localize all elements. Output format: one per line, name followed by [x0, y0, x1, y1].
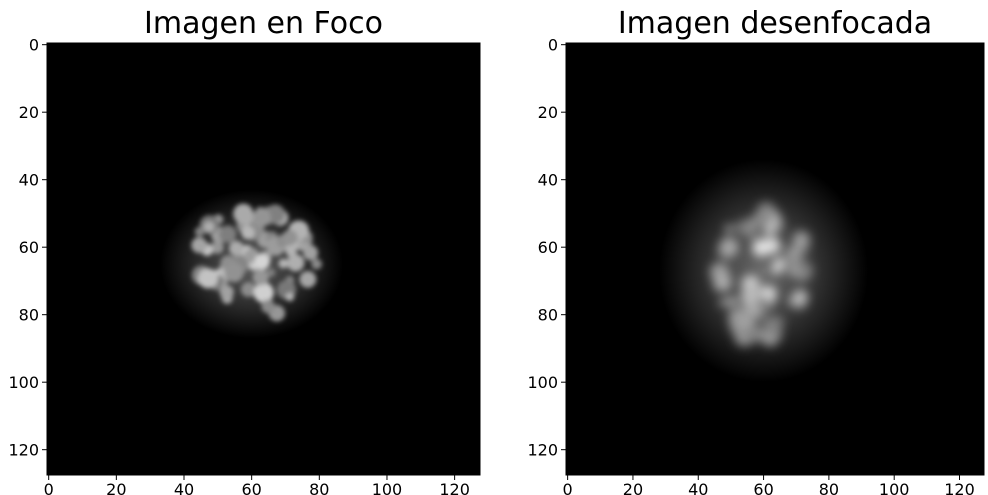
speckle — [282, 230, 298, 246]
y-tick-label: 60 — [19, 238, 39, 257]
y-tick-label: 20 — [19, 103, 39, 122]
speckle — [191, 237, 207, 253]
speckle — [744, 324, 763, 343]
x-tick-label: 0 — [563, 480, 573, 495]
x-tick-label: 0 — [44, 480, 54, 495]
speckle — [792, 289, 808, 305]
chart-title: Imagen en Foco — [144, 6, 383, 41]
speckle — [204, 222, 215, 233]
speckle — [241, 226, 254, 239]
y-tick-label: 20 — [538, 103, 558, 122]
speckle — [752, 239, 770, 257]
speckle — [195, 227, 205, 237]
speckle — [772, 316, 784, 328]
speckle — [773, 257, 786, 270]
speckle — [286, 293, 295, 302]
x-tick-label: 60 — [753, 480, 773, 495]
speckle — [224, 263, 243, 282]
x-tick-label: 80 — [819, 480, 839, 495]
chart-title: Imagen desenfocada — [618, 6, 932, 41]
speckle — [720, 298, 729, 307]
y-tick-label: 120 — [527, 441, 558, 460]
speckle — [253, 208, 272, 227]
speckle — [756, 296, 771, 311]
y-tick-label: 100 — [527, 373, 558, 392]
speckle — [738, 224, 751, 237]
x-tick-label: 40 — [174, 480, 194, 495]
speckle — [772, 211, 780, 219]
speckle — [254, 254, 269, 269]
speckle — [728, 296, 739, 307]
speckle — [198, 268, 218, 288]
y-tick-label: 120 — [8, 441, 39, 460]
speckle — [261, 300, 275, 314]
x-tick-label: 20 — [106, 480, 126, 495]
speckle — [299, 271, 316, 288]
y-tick-label: 40 — [538, 171, 558, 190]
speckle — [311, 259, 322, 270]
speckle — [763, 224, 775, 236]
speckle — [287, 254, 305, 272]
speckle — [787, 264, 800, 277]
speckle — [303, 245, 318, 260]
y-tick-label: 0 — [29, 36, 39, 55]
speckle — [233, 204, 253, 224]
x-tick-label: 100 — [879, 480, 910, 495]
y-tick-label: 80 — [538, 306, 558, 325]
speckle — [785, 246, 801, 262]
y-tick-label: 80 — [19, 306, 39, 325]
image — [566, 43, 984, 475]
speckle — [219, 225, 237, 243]
speckle — [718, 247, 727, 256]
glow — [659, 159, 868, 382]
speckle — [254, 283, 274, 303]
speckle — [752, 214, 763, 225]
x-tick-label: 40 — [688, 480, 708, 495]
x-tick-label: 20 — [623, 480, 643, 495]
x-tick-label: 100 — [372, 480, 403, 495]
speckle — [229, 241, 244, 256]
y-tick-label: 60 — [538, 238, 558, 257]
speckle — [725, 225, 733, 233]
speckle — [220, 285, 234, 299]
speckle — [741, 303, 753, 315]
y-tick-label: 40 — [19, 171, 39, 190]
speckle — [253, 269, 269, 285]
x-tick-label: 80 — [309, 480, 329, 495]
y-tick-label: 100 — [8, 373, 39, 392]
x-tick-label: 60 — [241, 480, 261, 495]
speckle — [715, 274, 732, 291]
speckle — [742, 283, 753, 294]
speckle — [800, 247, 808, 255]
image — [47, 43, 480, 475]
x-tick-label: 120 — [439, 480, 470, 495]
speckle — [241, 282, 256, 297]
speckle — [278, 259, 288, 269]
y-tick-label: 0 — [548, 36, 558, 55]
x-tick-label: 120 — [944, 480, 975, 495]
figure: Imagen en Foco 0 20 40 60 80 100 120 0 20 40 60 80 10… — [0, 0, 988, 495]
